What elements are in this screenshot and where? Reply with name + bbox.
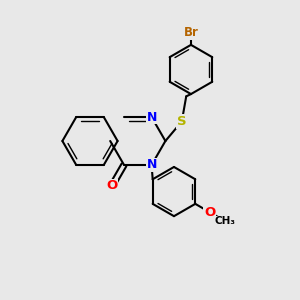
Text: Br: Br: [184, 26, 198, 39]
Text: CH₃: CH₃: [215, 216, 236, 226]
Text: O: O: [204, 206, 215, 219]
Text: O: O: [106, 179, 118, 192]
Text: S: S: [177, 115, 187, 128]
Text: N: N: [146, 111, 157, 124]
Text: N: N: [146, 158, 157, 171]
